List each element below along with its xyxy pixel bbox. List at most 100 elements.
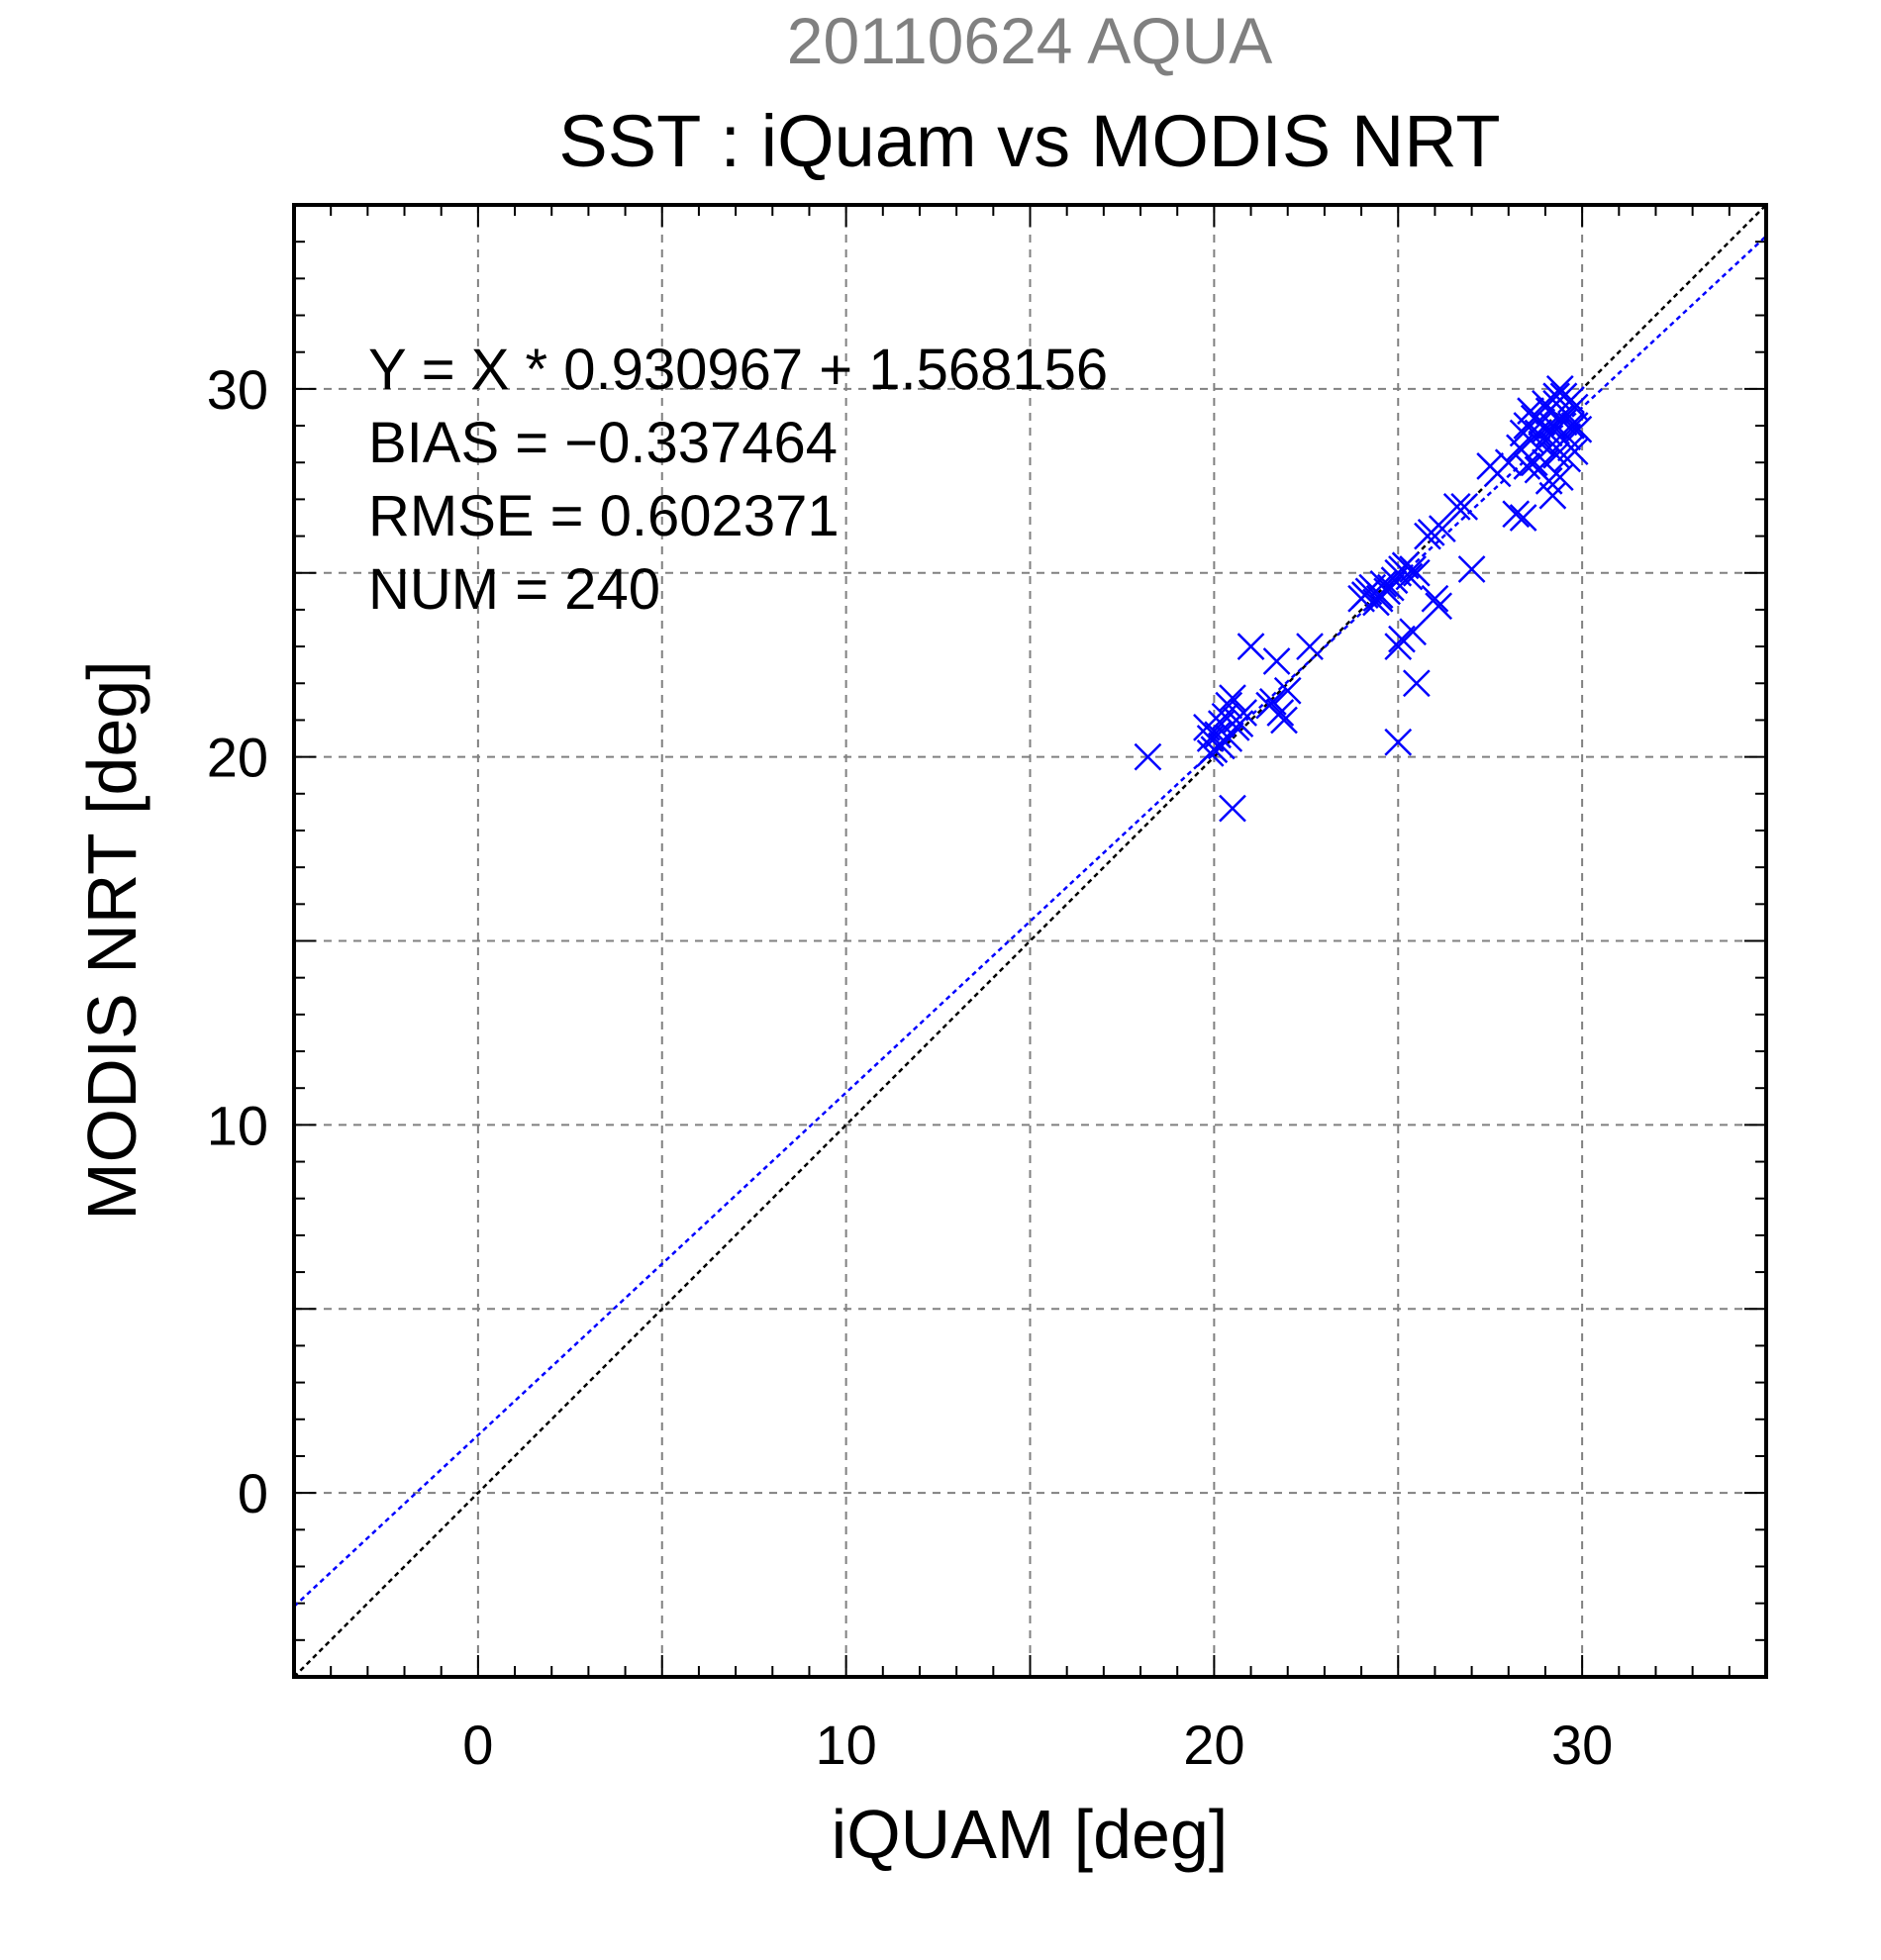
data-point-stroke <box>1442 492 1471 521</box>
data-point-stroke <box>1502 500 1531 529</box>
data-point <box>1395 562 1424 591</box>
data-point-stroke <box>1196 739 1225 767</box>
stats-box: Y = X * 0.930967 + 1.568156 BIAS = −0.33… <box>368 338 1108 622</box>
data-point-stroke <box>1255 691 1284 720</box>
data-point-stroke <box>1215 691 1243 720</box>
data-point <box>1399 618 1428 646</box>
data-point-stroke <box>1538 481 1567 510</box>
data-point <box>1425 592 1453 621</box>
data-point-stroke <box>1384 728 1413 756</box>
data-point-stroke <box>1402 558 1431 587</box>
data-point-stroke <box>1402 669 1431 698</box>
data-point-stroke <box>1524 419 1552 447</box>
data-point-stroke <box>1391 551 1420 580</box>
chart-supertitle: 20110624 AQUA <box>787 4 1273 77</box>
data-point-stroke <box>1365 584 1394 613</box>
data-point-stroke <box>1564 415 1593 443</box>
data-point-stroke <box>1134 742 1162 771</box>
data-point-stroke <box>1266 699 1295 727</box>
y-tick-label: 10 <box>207 1094 268 1156</box>
data-point <box>1534 419 1563 447</box>
stats-rmse: RMSE = 0.602371 <box>368 484 840 548</box>
data-point <box>1457 555 1486 583</box>
data-point-stroke <box>1520 448 1548 477</box>
data-point <box>1545 463 1574 491</box>
x-tick-label: 10 <box>815 1714 876 1776</box>
data-point <box>1219 684 1246 713</box>
data-point <box>1564 415 1593 443</box>
data-point-stroke <box>1262 647 1291 675</box>
data-point-stroke <box>1270 706 1298 735</box>
data-point-stroke <box>1517 397 1544 426</box>
data-point <box>1509 504 1537 532</box>
data-point <box>1513 452 1541 480</box>
data-point <box>1402 558 1431 587</box>
data-point-stroke <box>1425 592 1453 621</box>
data-point-stroke <box>1237 633 1265 660</box>
data-point-stroke <box>1395 562 1424 591</box>
data-point <box>1532 389 1559 418</box>
data-point-stroke <box>1532 389 1559 418</box>
data-point <box>1365 584 1394 613</box>
x-tick-label: 20 <box>1183 1714 1244 1776</box>
data-point <box>1230 699 1257 727</box>
y-tick-label: 30 <box>207 358 268 421</box>
data-point <box>1262 647 1291 675</box>
stats-num: NUM = 240 <box>368 557 660 622</box>
data-point-stroke <box>1417 518 1445 546</box>
fit-line <box>294 235 1766 1608</box>
y-tick-label: 20 <box>207 727 268 789</box>
data-point-stroke <box>1222 714 1250 741</box>
x-tick-label: 0 <box>462 1714 493 1776</box>
data-point <box>1524 419 1552 447</box>
data-point-stroke <box>1513 452 1541 480</box>
data-point-stroke <box>1204 721 1232 749</box>
data-point-stroke <box>1450 492 1479 521</box>
data-point-stroke <box>1273 676 1302 705</box>
data-point-stroke <box>1399 618 1428 646</box>
data-point <box>1442 492 1471 521</box>
data-point-stroke <box>1545 463 1574 491</box>
data-point-stroke <box>1534 419 1563 447</box>
data-point-stroke <box>1219 684 1246 713</box>
y-tick-labels: 0 10 20 30 <box>207 358 268 1524</box>
data-point <box>1421 584 1449 613</box>
data-point <box>1502 500 1531 529</box>
data-point-stroke <box>1494 448 1523 477</box>
data-point-stroke <box>1296 633 1324 660</box>
data-point-stroke <box>1509 504 1537 532</box>
data-point <box>1494 448 1523 477</box>
data-point <box>1219 794 1246 823</box>
stats-regression: Y = X * 0.930967 + 1.568156 <box>368 338 1108 402</box>
data-point <box>1273 676 1302 705</box>
y-tick-label: 0 <box>238 1462 268 1524</box>
data-points <box>1134 374 1593 823</box>
data-point-stroke <box>1457 555 1486 583</box>
data-point <box>1204 721 1232 749</box>
grid-lines <box>294 205 1766 1677</box>
stats-bias: BIAS = −0.337464 <box>368 411 838 475</box>
chart-title: SST : iQuam vs MODIS NRT <box>558 100 1500 182</box>
data-point <box>1538 481 1567 510</box>
data-point <box>1215 691 1243 720</box>
data-point-stroke <box>1534 466 1563 495</box>
data-point <box>1296 633 1324 660</box>
data-point <box>1196 739 1225 767</box>
y-axis-label: MODIS NRT [deg] <box>73 660 150 1220</box>
reference-lines <box>294 205 1766 1677</box>
data-point <box>1428 515 1456 543</box>
data-point-stroke <box>1428 515 1456 543</box>
data-point-stroke <box>1421 584 1449 613</box>
data-point <box>1255 691 1284 720</box>
x-tick-label: 30 <box>1551 1714 1613 1776</box>
data-point <box>1520 448 1548 477</box>
data-point <box>1417 518 1445 546</box>
plot-frame <box>292 203 1768 1679</box>
data-point-stroke <box>1219 794 1246 823</box>
data-point <box>1557 434 1585 462</box>
data-point <box>1237 633 1265 660</box>
x-axis-label: iQUAM [deg] <box>832 1796 1229 1873</box>
data-point <box>1402 669 1431 698</box>
data-point-stroke <box>1557 434 1585 462</box>
